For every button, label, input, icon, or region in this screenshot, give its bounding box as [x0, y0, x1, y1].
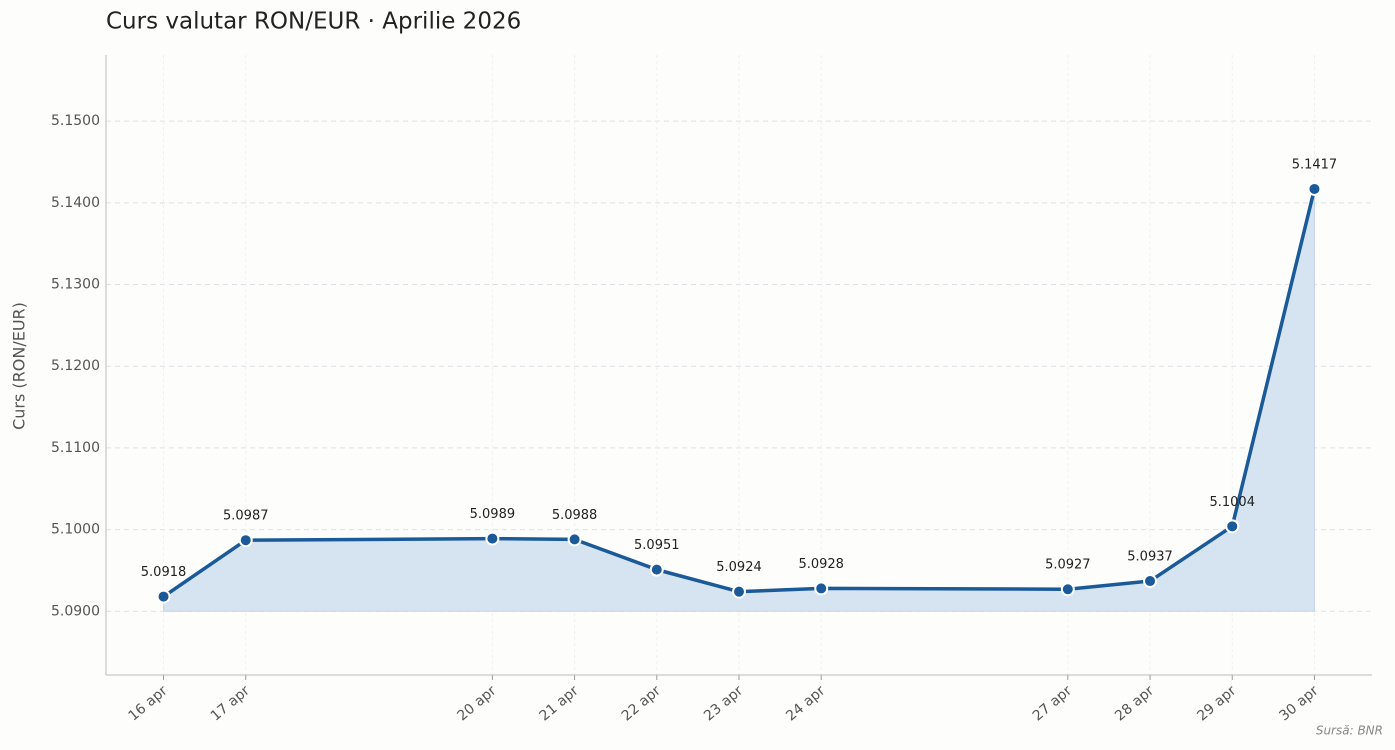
y-tick-label: 5.1400 [51, 195, 100, 211]
point [156, 589, 171, 604]
data-label: 5.0924 [716, 560, 762, 575]
point [567, 532, 582, 547]
point [732, 584, 746, 599]
point [814, 581, 829, 596]
data-label: 5.0928 [798, 557, 844, 572]
data-label: 5.0988 [552, 508, 598, 523]
data-label: 5.1004 [1209, 495, 1255, 510]
y-tick-label: 5.1100 [51, 440, 100, 456]
source-note: Sursă: BNR [1316, 724, 1383, 738]
data-label: 5.0937 [1127, 550, 1173, 565]
data-label: 5.1417 [1292, 157, 1338, 172]
chart-title: Curs valutar RON/EUR · Aprilie 2026 [106, 9, 521, 35]
point [485, 531, 500, 546]
data-label: 5.0918 [141, 565, 187, 580]
point [238, 533, 253, 548]
point [1060, 582, 1075, 597]
y-axis-label: Curs (RON/EUR) [10, 302, 29, 430]
point [1307, 181, 1322, 196]
point [1225, 519, 1240, 534]
point [649, 562, 664, 577]
data-label: 5.0987 [223, 509, 269, 524]
data-label: 5.0927 [1045, 558, 1091, 573]
y-tick-label: 5.0900 [51, 603, 100, 619]
y-tick-label: 5.1300 [51, 277, 100, 293]
data-label: 5.0989 [470, 507, 516, 522]
y-tick-label: 5.1200 [51, 358, 100, 374]
y-tick-label: 5.1500 [51, 113, 100, 129]
point [1143, 574, 1158, 589]
data-label: 5.0951 [634, 538, 680, 553]
y-tick-label: 5.1000 [51, 522, 100, 538]
